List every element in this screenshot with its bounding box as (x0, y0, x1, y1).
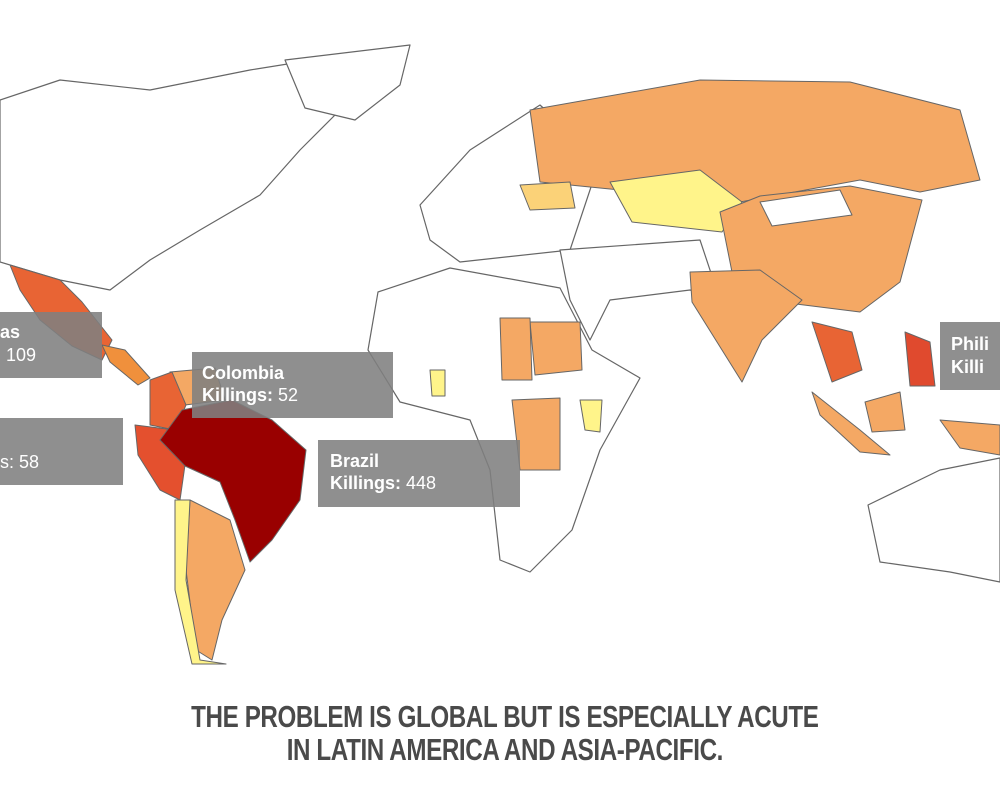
tooltip-value: 448 (406, 473, 436, 493)
countries (9, 79, 1000, 665)
tooltip-label: Killings: (330, 473, 401, 493)
tooltip-box (318, 440, 520, 507)
tooltip-box (0, 312, 102, 378)
tooltip-box (0, 418, 123, 485)
tooltip-name: Phili (951, 334, 989, 354)
tooltip-box (192, 352, 393, 418)
tooltip-name: Colombia (202, 363, 285, 383)
tooltip-box (940, 322, 1000, 390)
tooltip-label: Killings: (202, 385, 273, 405)
tooltip-name: Brazil (330, 451, 379, 471)
caption-line: THE PROBLEM IS GLOBAL BUT IS ESPECIALLY … (191, 699, 819, 734)
tooltip-line: Killings: 52 (202, 385, 298, 405)
thailand (811, 321, 863, 383)
russia (529, 79, 981, 203)
tooltip-name: as (0, 322, 20, 342)
central-america (101, 344, 151, 386)
indonesia (811, 391, 1000, 456)
argentina (185, 499, 246, 661)
caption-line: IN LATIN AMERICA AND ASIA-PACIFIC. (286, 732, 724, 767)
caption: THE PROBLEM IS GLOBAL BUT IS ESPECIALLY … (0, 700, 1000, 766)
world-map: as 109 Colombia Killings: 52 s: 58 Brazi… (0, 44, 1000, 665)
philippines (904, 331, 936, 387)
chad (499, 317, 533, 381)
chile (174, 499, 227, 665)
tooltip-label: Killi (951, 357, 984, 377)
tooltip-value: 52 (278, 385, 298, 405)
tooltip-line: Killings: 448 (330, 473, 436, 493)
ukraine (519, 181, 576, 211)
kenya (579, 399, 603, 433)
tooltip-value: 109 (6, 345, 36, 365)
india (689, 269, 803, 383)
tooltip-value: s: 58 (0, 452, 39, 472)
tooltips: as 109 Colombia Killings: 52 s: 58 Brazi… (0, 312, 1000, 507)
ghana (429, 369, 446, 397)
sudan (529, 321, 583, 376)
mongolia (759, 189, 853, 227)
